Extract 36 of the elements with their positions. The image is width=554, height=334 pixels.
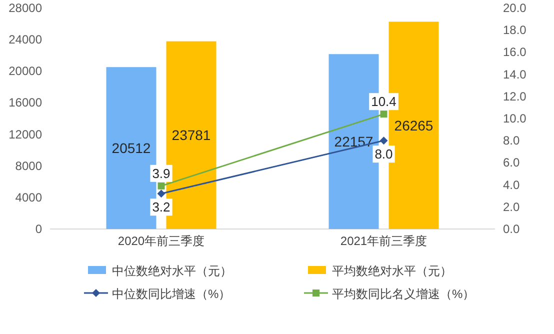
data-label: 3.2 [152,200,170,215]
x-tick-label: 2020年前三季度 [118,234,205,248]
y2-tick-label: 2.0 [503,200,520,214]
y-tick-label: 4000 [15,190,42,204]
legend-label: 中位数绝对水平（元） [112,264,232,278]
y2-tick-label: 14.0 [503,67,527,82]
data-label: 26265 [394,117,434,134]
y2-tick-label: 16.0 [503,45,527,60]
point [380,110,388,118]
legend-label: 平均数绝对水平（元） [332,264,452,278]
y-tick-label: 8000 [15,158,42,173]
data-label: 23781 [172,127,211,144]
data-label: 8.0 [374,146,393,162]
y2-tick-label: 6.0 [503,156,520,170]
y2-tick-label: 18.0 [503,23,527,38]
y-tick-label: 12000 [8,127,42,142]
legend-label: 中位数同比增速（%） [112,287,231,301]
data-label: 3.9 [152,166,170,181]
y-tick-label: 28000 [8,1,42,15]
legend-label: 平均数同比名义增速（%） [332,287,475,301]
y-tick-label: 24000 [8,32,42,47]
data-label: 20512 [112,140,151,156]
x-tick-label: 2021年前三季度 [340,234,428,248]
y2-tick-label: 10.0 [503,112,527,126]
y-tick-label: 20000 [8,64,42,78]
y2-tick-label: 0.0 [503,222,520,236]
y2-tick-label: 12.0 [503,89,527,104]
point [157,190,166,198]
y2-tick-label: 20.0 [503,1,527,15]
y-tick-label: 0 [35,222,42,236]
point [158,182,165,190]
y2-tick-label: 8.0 [503,134,520,148]
point [380,136,388,145]
data-label: 10.4 [371,94,396,110]
y-tick-label: 16000 [8,96,42,110]
y2-tick-label: 4.0 [503,178,520,192]
